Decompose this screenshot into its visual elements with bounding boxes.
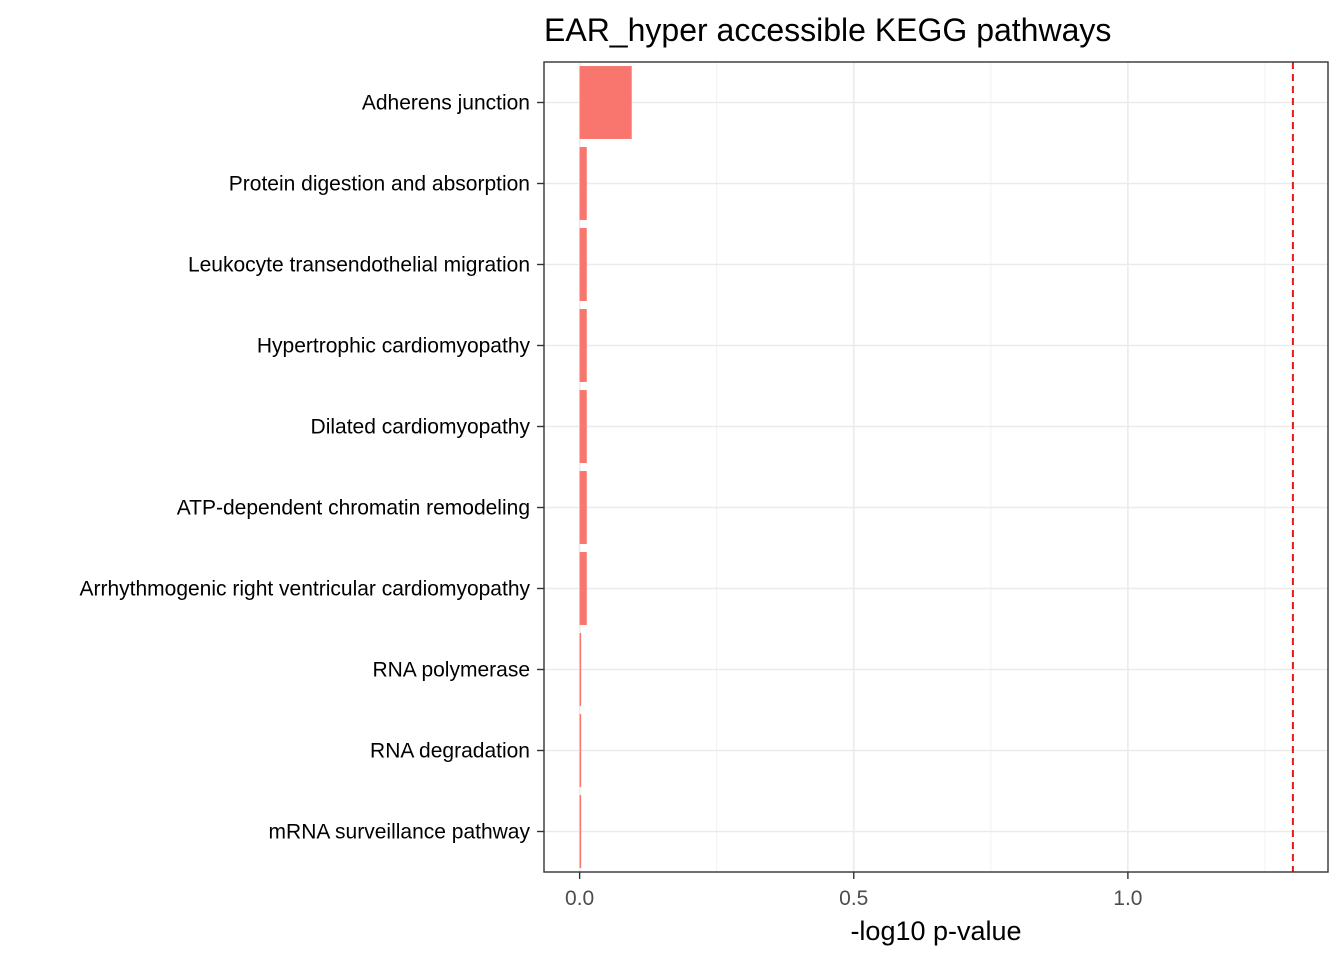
grid <box>544 62 1328 872</box>
chart-title: EAR_hyper accessible KEGG pathways <box>544 12 1111 48</box>
bar <box>579 309 587 382</box>
bar <box>579 471 587 544</box>
x-tick-label: 0.5 <box>839 887 868 910</box>
y-category-label: ATP-dependent chromatin remodeling <box>177 497 530 520</box>
x-axis-ticks: 0.0 0.5 1.0 <box>565 872 1142 910</box>
bar <box>579 66 632 139</box>
y-category-label: mRNA surveillance pathway <box>269 821 531 844</box>
bar <box>579 147 587 220</box>
plot-border <box>543 61 1329 873</box>
bar <box>579 714 582 787</box>
x-tick-label: 1.0 <box>1113 887 1142 910</box>
bar <box>579 228 587 301</box>
bar <box>579 633 582 706</box>
y-category-label: Leukocyte transendothelial migration <box>188 254 530 277</box>
y-category-label: Protein digestion and absorption <box>229 173 530 196</box>
y-category-label: Adherens junction <box>362 92 530 115</box>
y-category-label: Dilated cardiomyopathy <box>311 416 531 439</box>
bars <box>579 66 632 868</box>
plot-panel <box>544 62 1328 872</box>
x-axis-title: -log10 p-value <box>850 916 1021 946</box>
y-category-label: RNA degradation <box>370 740 530 763</box>
y-category-label: RNA polymerase <box>372 659 530 682</box>
x-tick-label: 0.0 <box>565 887 594 910</box>
y-category-label: Hypertrophic cardiomyopathy <box>257 335 531 358</box>
bar <box>579 390 587 463</box>
y-category-label: Arrhythmogenic right ventricular cardiom… <box>79 578 530 601</box>
bar <box>579 795 582 868</box>
y-axis-categories: Adherens junction Protein digestion and a… <box>79 92 544 844</box>
bar <box>579 552 587 625</box>
